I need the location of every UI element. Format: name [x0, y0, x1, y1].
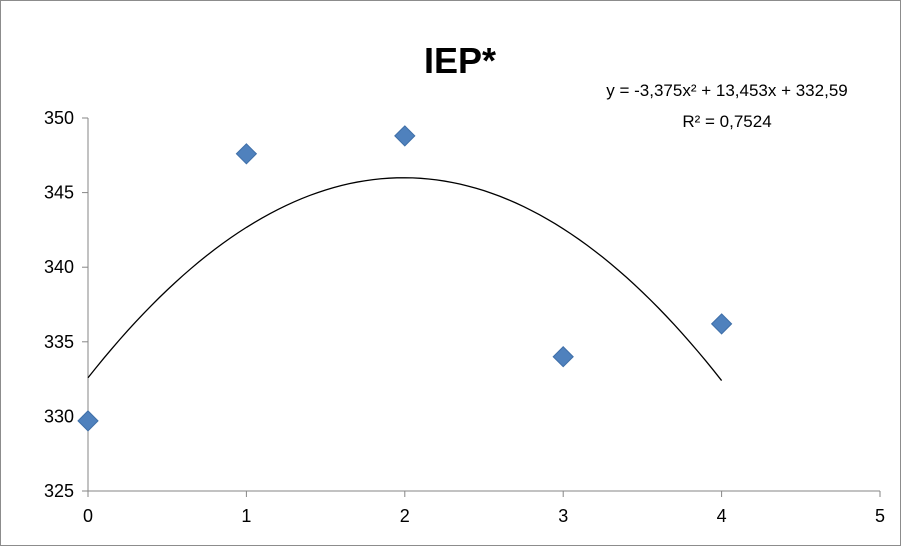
- data-point: [394, 125, 416, 147]
- axes: [87, 118, 880, 492]
- data-point: [235, 143, 258, 165]
- x-tick-label: 3: [558, 506, 568, 526]
- y-tick-label: 340: [44, 257, 74, 277]
- y-tick-label: 330: [44, 406, 74, 426]
- data-points: [77, 125, 733, 432]
- y-axis-ticks: 325 330 335 340 345 350: [44, 108, 88, 501]
- trendline: [87, 177, 723, 381]
- y-tick-label: 345: [44, 183, 74, 203]
- data-point: [552, 346, 574, 368]
- trendline-r-squared: R² = 0,7524: [682, 112, 771, 131]
- y-tick-label: 350: [44, 108, 74, 128]
- chart-title: IEP*: [424, 40, 496, 81]
- x-tick-label: 4: [717, 506, 727, 526]
- x-tick-label: 5: [875, 506, 885, 526]
- data-point: [77, 410, 99, 432]
- x-tick-label: 1: [241, 506, 251, 526]
- x-tick-label: 2: [400, 506, 410, 526]
- x-axis-ticks: 0 1 2 3 4 5: [83, 491, 885, 526]
- y-tick-label: 325: [44, 481, 74, 501]
- trendline-equation: y = -3,375x² + 13,453x + 332,59: [606, 81, 847, 100]
- x-tick-label: 0: [83, 506, 93, 526]
- trendline-group: [87, 177, 723, 381]
- y-tick-label: 335: [44, 332, 74, 352]
- data-point: [710, 313, 733, 335]
